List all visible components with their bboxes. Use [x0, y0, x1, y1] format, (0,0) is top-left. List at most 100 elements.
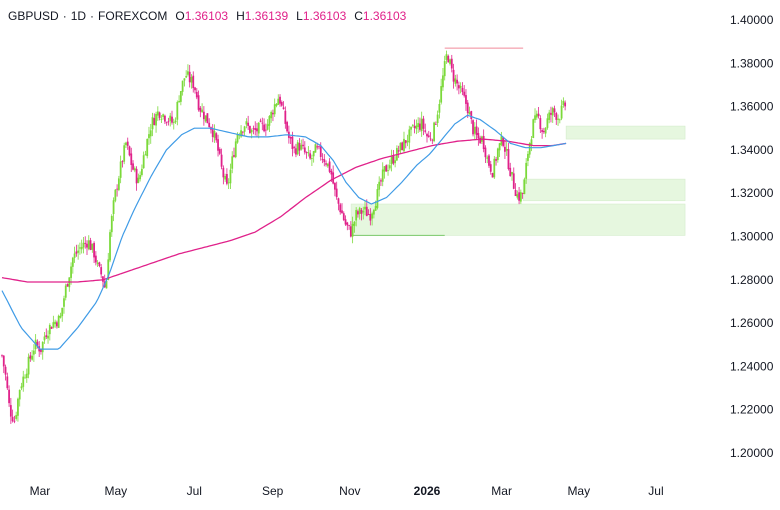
candle-body: [316, 146, 319, 148]
legend-separator-2: ·: [90, 9, 95, 23]
candle-body: [355, 210, 358, 221]
candle-body: [486, 157, 489, 159]
candle-body: [328, 161, 331, 172]
candle-body: [116, 188, 119, 190]
y-tick-label: 1.32000: [730, 186, 774, 200]
candle-body: [176, 101, 179, 120]
candle-body: [164, 115, 166, 122]
candle-body: [171, 116, 173, 123]
x-tick-label: Mar: [491, 484, 512, 498]
candle-body: [465, 95, 467, 104]
candle-body: [32, 350, 35, 355]
candle-body: [71, 257, 74, 267]
candle-body: [132, 163, 134, 170]
candle-body: [426, 133, 428, 137]
demand-zone-1: [565, 125, 686, 140]
candle-body: [341, 210, 343, 214]
candle-body: [332, 172, 335, 184]
candle-body: [61, 307, 64, 317]
candle-body: [47, 335, 49, 339]
legend-high-label: H: [236, 9, 245, 23]
candle-body: [463, 91, 466, 96]
legend-exchange: FOREXCOM: [98, 9, 168, 23]
candle-body: [564, 102, 567, 107]
ma-slow-line: [1, 138, 567, 283]
candle-body: [358, 207, 361, 214]
candle-body: [79, 247, 81, 249]
candle-body: [512, 173, 515, 189]
candle-body: [158, 112, 161, 118]
candle-body: [527, 153, 529, 161]
candle-body: [50, 326, 53, 329]
candle-body: [17, 398, 19, 416]
y-tick-label: 1.34000: [730, 143, 774, 157]
candle-body: [178, 100, 180, 103]
legend-close-label: C: [354, 9, 363, 23]
candle-body: [18, 389, 21, 400]
candle-body: [505, 148, 508, 151]
candle-body: [431, 139, 434, 141]
candle-body: [149, 130, 152, 137]
candle-body: [557, 118, 559, 120]
candle-body: [93, 243, 95, 258]
candle-body: [348, 224, 350, 226]
candle-body: [148, 134, 150, 139]
candle-body: [528, 143, 531, 155]
candle-body: [257, 122, 260, 134]
candle-body: [27, 356, 30, 375]
candle-body: [433, 122, 435, 142]
x-tick-label: May: [105, 484, 128, 498]
candle-body: [415, 125, 418, 130]
candle-body: [172, 122, 175, 124]
candle-body: [550, 112, 552, 115]
candle-body: [291, 136, 294, 150]
legend-low-value: 1.36103: [302, 9, 347, 23]
candle-body: [411, 125, 414, 126]
candle-body: [96, 262, 99, 264]
candle-body: [264, 129, 267, 131]
candle-body: [197, 95, 200, 110]
candle-body: [245, 121, 248, 125]
candle-body: [249, 126, 251, 133]
candle-body: [112, 200, 115, 215]
candle-body: [123, 145, 126, 162]
candle-body: [410, 126, 412, 130]
candle-body: [459, 85, 462, 88]
candle-body: [229, 169, 232, 184]
candle-body: [183, 78, 186, 81]
candle-body: [126, 141, 129, 146]
candle-body: [447, 55, 450, 63]
candle-body: [443, 61, 446, 77]
y-tick-label: 1.26000: [730, 316, 774, 330]
candle-body: [457, 85, 460, 89]
candle-body: [220, 154, 223, 167]
candle-body: [9, 405, 12, 417]
candle-body: [231, 156, 234, 169]
candle-body: [77, 250, 80, 253]
candle-body: [41, 341, 44, 353]
candle-body: [270, 112, 273, 119]
candle-body: [59, 315, 62, 318]
candle-body: [406, 140, 409, 142]
candle-body: [344, 219, 347, 225]
candle-body: [194, 87, 196, 91]
candle-body: [353, 221, 356, 226]
candle-body: [241, 131, 244, 133]
moving-averages-layer: [1, 114, 567, 350]
candle-body: [233, 155, 235, 157]
candle-body: [144, 154, 147, 156]
candle-body: [381, 169, 384, 182]
candle-body: [215, 133, 218, 141]
candle-body: [376, 189, 379, 208]
candle-body: [496, 148, 499, 161]
candle-body: [553, 108, 556, 113]
candle-body: [419, 123, 421, 130]
candle-body: [374, 205, 377, 211]
candle-body: [560, 105, 563, 119]
candle-body: [388, 165, 391, 169]
candle-body: [378, 181, 381, 190]
candle-body: [450, 58, 453, 69]
candle-body: [504, 146, 506, 152]
